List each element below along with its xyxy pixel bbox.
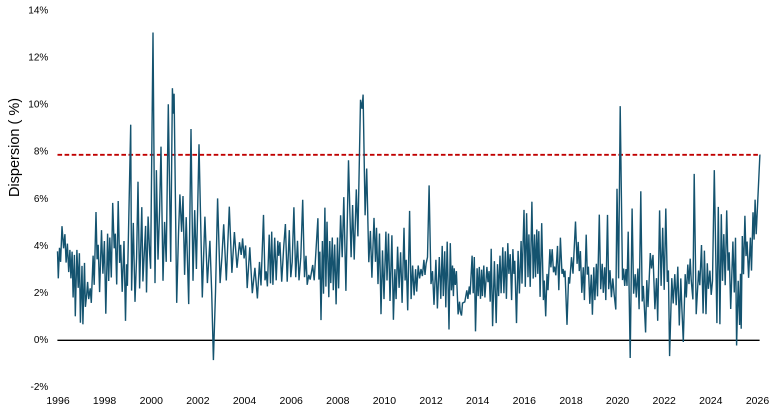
- svg-text:6%: 6%: [34, 194, 49, 205]
- svg-text:0%: 0%: [34, 335, 49, 346]
- svg-text:2014: 2014: [466, 395, 490, 407]
- svg-text:10%: 10%: [28, 100, 48, 111]
- svg-text:2012: 2012: [419, 395, 443, 407]
- svg-text:2006: 2006: [280, 395, 304, 407]
- svg-text:1996: 1996: [46, 395, 70, 407]
- svg-text:Dispersion ( %): Dispersion ( %): [7, 98, 23, 197]
- svg-text:14%: 14%: [28, 6, 48, 17]
- svg-text:2020: 2020: [606, 395, 630, 407]
- svg-text:2000: 2000: [140, 395, 164, 407]
- svg-text:2004: 2004: [233, 395, 257, 407]
- svg-text:2016: 2016: [513, 395, 537, 407]
- svg-text:12%: 12%: [28, 53, 48, 64]
- svg-text:2%: 2%: [34, 288, 49, 299]
- svg-text:2010: 2010: [373, 395, 397, 407]
- svg-text:2002: 2002: [186, 395, 210, 407]
- svg-text:2008: 2008: [326, 395, 350, 407]
- svg-text:2026: 2026: [746, 395, 770, 407]
- svg-text:2022: 2022: [653, 395, 677, 407]
- svg-text:-2%: -2%: [31, 382, 49, 393]
- svg-text:2018: 2018: [559, 395, 583, 407]
- svg-text:8%: 8%: [34, 147, 49, 158]
- svg-text:4%: 4%: [34, 241, 49, 252]
- svg-text:1998: 1998: [93, 395, 117, 407]
- svg-text:2024: 2024: [699, 395, 723, 407]
